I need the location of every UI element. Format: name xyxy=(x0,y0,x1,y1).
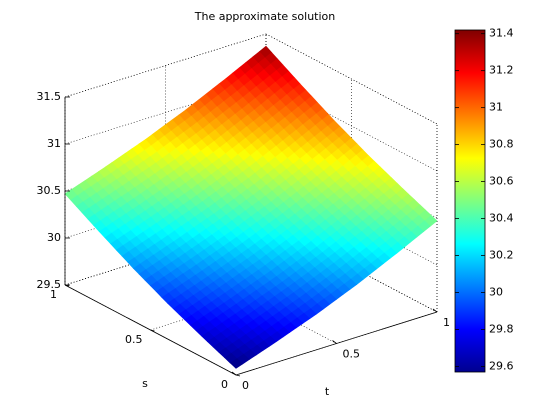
t-tick-label: 0 xyxy=(242,379,249,392)
colorbar-tick-label: 30 xyxy=(489,286,503,299)
colorbar-tick-label: 31 xyxy=(489,101,503,114)
z-tick-label: 31 xyxy=(47,137,61,150)
colorbar xyxy=(454,29,486,373)
colorbar-tick-label: 30.8 xyxy=(489,138,514,151)
chart-title: The approximate solution xyxy=(194,10,336,23)
s-tick xyxy=(150,329,155,332)
colorbar-tick-label: 31.4 xyxy=(489,27,514,40)
colorbar-tick-label: 31.2 xyxy=(489,64,514,77)
t-tick-label: 1 xyxy=(443,316,450,329)
s-tick-label: 1 xyxy=(50,288,57,301)
colorbar-tick-label: 29.8 xyxy=(489,322,514,335)
t-axis-label: t xyxy=(325,385,330,398)
colorbar-tick-label: 30.2 xyxy=(489,249,514,262)
s-axis-label: s xyxy=(142,377,148,390)
t-tick xyxy=(432,308,438,313)
colorbar-tick-label: 30.6 xyxy=(489,175,514,188)
z-tick-label: 29.5 xyxy=(37,278,62,291)
grid-line xyxy=(64,33,267,98)
colorbar-tick-label: 29.6 xyxy=(489,359,514,372)
s-tick-label: 0 xyxy=(221,378,228,391)
s-tick-label: 0.5 xyxy=(125,333,143,346)
z-tick-label: 30 xyxy=(47,231,61,244)
s-tick xyxy=(64,284,70,287)
t-tick xyxy=(231,371,237,376)
t-tick xyxy=(332,340,337,344)
z-tick-label: 30.5 xyxy=(37,184,62,197)
surface-patch xyxy=(229,358,244,369)
t-tick-label: 0.5 xyxy=(343,348,361,361)
z-tick-label: 31.5 xyxy=(37,90,62,103)
s-tick xyxy=(235,374,241,377)
colorbar-tick-label: 30.4 xyxy=(489,212,514,225)
grid-line xyxy=(265,33,438,125)
